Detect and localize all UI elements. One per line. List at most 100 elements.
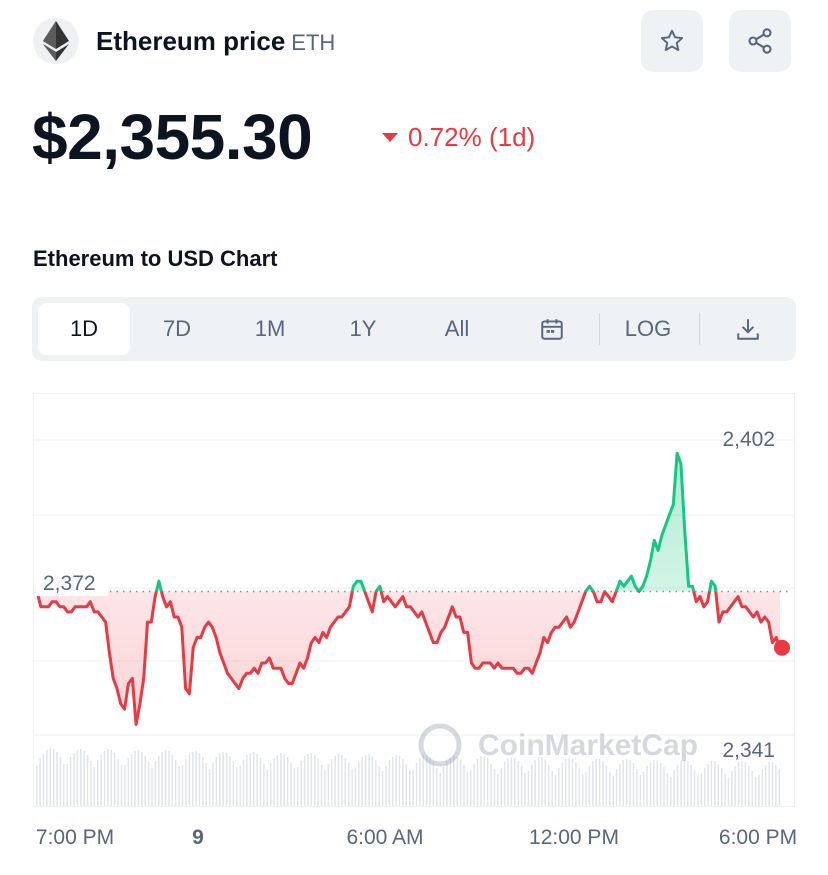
volume-bar [181, 765, 184, 806]
volume-bar [514, 758, 516, 806]
volume-bar [510, 757, 513, 806]
toolbar-divider [599, 313, 600, 345]
volume-bar [707, 764, 709, 806]
volume-bar [595, 759, 597, 806]
volume-bar [432, 762, 435, 806]
volume-bar [348, 763, 350, 806]
share-icon [748, 28, 772, 54]
tab-1d[interactable]: 1D [38, 303, 130, 355]
volume-bar [449, 758, 452, 806]
volume-bar [276, 755, 279, 806]
volume-bar [714, 761, 716, 806]
volume-bar [629, 760, 631, 806]
volume-bar [263, 764, 265, 806]
y-axis-label: 2,402 [722, 428, 775, 451]
volume-bar [97, 760, 99, 806]
watermark-text: CoinMarketCap [478, 729, 698, 762]
tab-1y[interactable]: 1Y [318, 303, 408, 355]
volume-bar [670, 777, 672, 806]
volume-bar [188, 754, 190, 806]
volume-bar [110, 750, 112, 806]
x-axis-tick-label: 9 [192, 826, 204, 849]
download-button[interactable] [718, 303, 778, 355]
volume-bar [249, 753, 251, 806]
volume-bar [561, 763, 563, 806]
volume-bar [270, 763, 272, 806]
volume-bar [164, 750, 167, 806]
volume-bar [76, 750, 79, 806]
calendar-button[interactable] [522, 303, 582, 355]
volume-bar [154, 761, 157, 806]
volume-bar [442, 767, 445, 806]
volume-bar [46, 750, 48, 806]
volume-bar [778, 769, 780, 806]
caret-down-icon [382, 133, 398, 142]
volume-bar [256, 754, 258, 806]
volume-bar [500, 768, 502, 806]
log-scale-button[interactable]: LOG [610, 303, 686, 355]
tab-7d[interactable]: 7D [132, 303, 222, 355]
volume-bar [229, 756, 231, 806]
volume-bar [578, 768, 580, 806]
watchlist-star-button[interactable] [641, 10, 703, 72]
volume-bar [541, 757, 543, 806]
tab-label: 1Y [349, 316, 377, 341]
volume-bar [710, 761, 713, 806]
volume-bar [626, 759, 628, 806]
volume-bar [280, 753, 282, 806]
tab-1m[interactable]: 1M [225, 303, 315, 355]
x-axis-tick-label: 6:00 PM [719, 826, 797, 849]
volume-bar [147, 762, 150, 806]
volume-bar [395, 755, 397, 806]
volume-bar [497, 774, 499, 806]
volume-bar [592, 761, 594, 806]
volume-bar [737, 762, 740, 806]
volume-bar [531, 765, 533, 806]
volume-bar [178, 766, 180, 806]
log-label: LOG [624, 316, 672, 341]
volume-bar [334, 756, 336, 806]
price-line-above [36, 451, 718, 592]
volume-bar [744, 762, 747, 806]
volume-bar [161, 752, 163, 806]
volume-bar [775, 765, 777, 806]
volume-bar [232, 761, 235, 806]
volume-bar [90, 761, 92, 806]
share-button[interactable] [729, 10, 791, 72]
volume-bar [554, 775, 557, 806]
volume-bar [727, 778, 730, 806]
volume-bar [324, 770, 326, 806]
volume-bar [649, 763, 652, 806]
volume-bar [297, 767, 299, 806]
volume-bar [141, 752, 143, 806]
tab-all[interactable]: All [412, 303, 502, 355]
volume-bar [568, 758, 570, 806]
volume-bar [361, 757, 363, 806]
tab-label: All [444, 316, 470, 341]
volume-bar [117, 759, 119, 806]
volume-bar [612, 776, 614, 806]
y-axis-label: 2,341 [722, 739, 775, 762]
volume-bar [127, 758, 129, 806]
volume-bar [544, 760, 546, 806]
volume-bar [663, 767, 665, 806]
price-change-value: 0.72% (1d) [408, 122, 536, 152]
volume-bar [86, 755, 89, 806]
volume-bar [212, 762, 214, 806]
volume-bar [344, 758, 346, 806]
volume-bar [632, 763, 635, 806]
volume-bar [283, 754, 285, 806]
current-price: $2,355.30 [32, 101, 313, 173]
coin-symbol: ETH [291, 30, 336, 55]
volume-bar [151, 768, 153, 806]
volume-bar [130, 754, 133, 806]
volume-bar [476, 759, 479, 806]
volume-bar [734, 766, 736, 806]
volume-bar [49, 748, 51, 806]
volume-bar [405, 764, 407, 806]
volume-bar [687, 761, 689, 806]
volume-bar [303, 756, 306, 806]
volume-bar [721, 768, 723, 806]
volume-bar [358, 762, 360, 806]
volume-bar [225, 753, 228, 806]
